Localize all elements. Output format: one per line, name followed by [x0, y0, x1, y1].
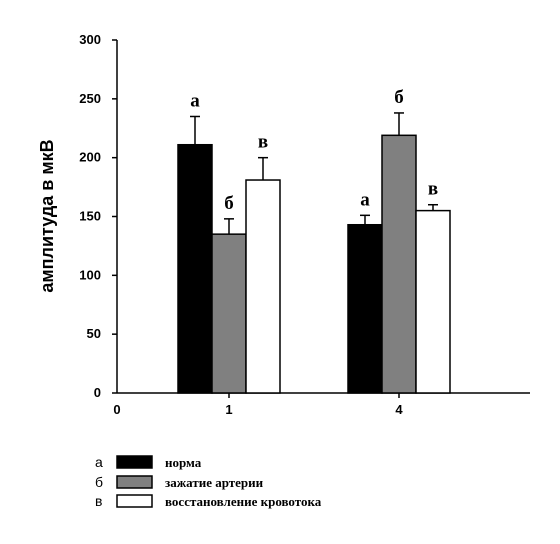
- y-tick-label: 150: [79, 209, 101, 224]
- y-tick-label: 0: [94, 385, 101, 400]
- bar-label: а: [360, 189, 370, 210]
- y-tick-label: 250: [79, 91, 101, 106]
- legend-swatch: [116, 475, 153, 489]
- x-tick-label: 4: [395, 402, 403, 417]
- y-axis-label: амплитуда в мкВ: [37, 139, 57, 292]
- y-tick-label: 100: [79, 267, 101, 282]
- legend-letter: в: [95, 493, 102, 509]
- x-tick-label: 1: [225, 402, 232, 417]
- axes: 0 50 100 150 200 250 300 0 1 4: [79, 32, 530, 417]
- bar-2-cat-4: [381, 134, 417, 394]
- legend-swatch: [116, 494, 153, 508]
- bar-3-cat-1: [245, 179, 281, 394]
- y-tick-label: 300: [79, 32, 101, 47]
- legend-label: зажатие артерии: [165, 475, 264, 490]
- bar-label: б: [394, 87, 404, 108]
- legend-letter: б: [95, 474, 103, 490]
- bar-label: в: [428, 179, 438, 200]
- bar-label: а: [190, 90, 200, 111]
- bars: а б в а б в: [177, 87, 451, 394]
- bar-label: в: [258, 132, 268, 153]
- legend-label: восстановление кровотока: [165, 494, 322, 509]
- legend-letter: а: [95, 454, 103, 470]
- y-tick-label: 50: [87, 326, 101, 341]
- bar-1-cat-1: [177, 143, 213, 394]
- bar-2-cat-1: [211, 233, 247, 394]
- legend: а норма б зажатие артерии в восстановление кр…: [95, 454, 322, 509]
- y-tick-label: 200: [79, 150, 101, 165]
- bar-label: б: [224, 193, 234, 214]
- bar-1-cat-4: [347, 223, 383, 394]
- legend-swatch: [116, 455, 153, 469]
- legend-label: норма: [165, 455, 202, 470]
- bar-3-cat-4: [415, 209, 451, 394]
- x-origin-label: 0: [113, 402, 120, 417]
